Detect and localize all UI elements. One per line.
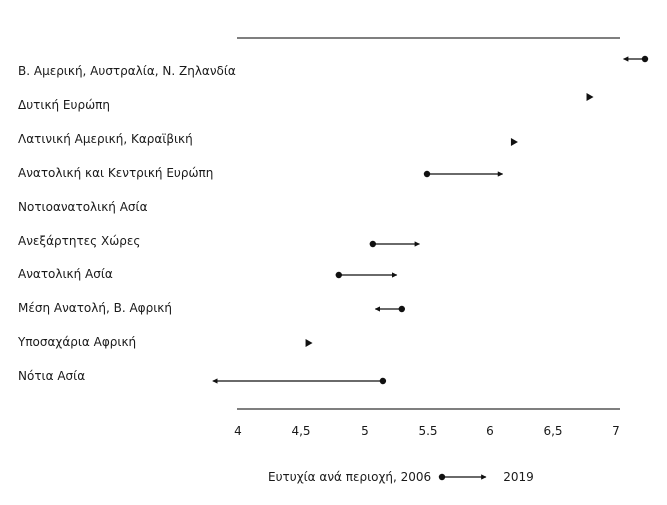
dumbbell-row <box>510 138 518 146</box>
legend-start-label: Ευτυχία ανά περιοχή, 2006 <box>268 470 432 484</box>
category-label: Ανατολική και Κεντρική Ευρώπη <box>18 166 214 180</box>
category-label: Νοτιοανατολική Ασία <box>18 200 148 214</box>
category-label: Ανεξάρτητες Χώρες <box>18 234 141 248</box>
x-tick-label: 6,5 <box>543 424 563 438</box>
dumbbell-row <box>623 55 649 63</box>
legend: Ευτυχία ανά περιοχή, 2006 2019 <box>268 470 534 484</box>
dumbbell-row <box>374 305 405 313</box>
x-tick-label: 4 <box>234 424 242 438</box>
dumbbell-row <box>335 271 398 279</box>
x-tick-label: 6 <box>486 424 494 438</box>
dumbbell-row <box>212 377 387 385</box>
dumbbell-row <box>586 93 594 101</box>
category-label: Β. Αμερική, Αυστραλία, Ν. Ζηλανδία <box>18 64 236 78</box>
x-tick-label: 4,5 <box>291 424 311 438</box>
x-tick-label: 7 <box>612 424 620 438</box>
category-label: Υποσαχάρια Αφρική <box>18 335 137 349</box>
dumbbell-row <box>305 339 313 347</box>
x-tick-label: 5.5 <box>418 424 438 438</box>
category-label: Ανατολική Ασία <box>18 267 113 281</box>
dumbbell-row <box>369 240 420 248</box>
x-tick-label: 5 <box>361 424 369 438</box>
category-label: Λατινική Αμερική, Καραϊβική <box>18 132 193 146</box>
category-label: Νότια Ασία <box>18 369 86 383</box>
category-label: Δυτική Ευρώπη <box>18 98 110 112</box>
dumbbell-row <box>423 170 504 178</box>
category-label: Μέση Ανατολή, Β. Αφρική <box>18 301 172 315</box>
legend-arrow-icon <box>438 473 487 481</box>
legend-end-label: 2019 <box>503 470 534 484</box>
